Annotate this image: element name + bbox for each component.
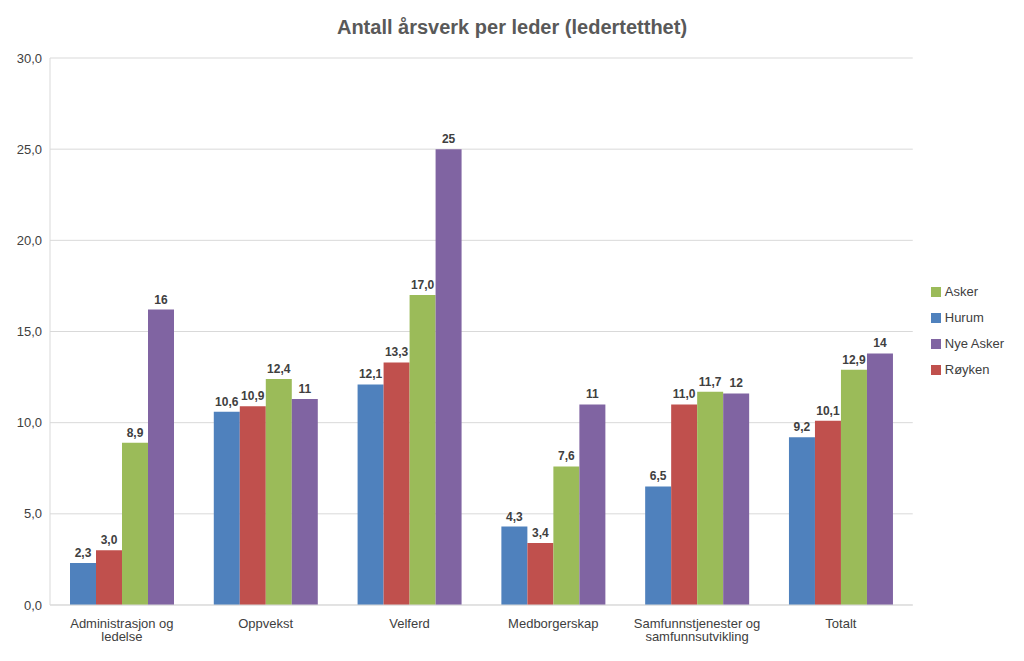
svg-text:14: 14 — [873, 336, 887, 350]
svg-text:11,7: 11,7 — [699, 375, 722, 389]
svg-text:20,0: 20,0 — [17, 233, 42, 248]
svg-text:25: 25 — [442, 132, 456, 146]
svg-text:12,1: 12,1 — [359, 367, 383, 381]
svg-text:Oppvekst: Oppvekst — [238, 616, 293, 631]
svg-text:11,0: 11,0 — [673, 387, 696, 401]
svg-text:10,9: 10,9 — [241, 389, 265, 403]
svg-text:10,6: 10,6 — [215, 395, 239, 409]
svg-text:7,6: 7,6 — [558, 449, 575, 463]
svg-text:17,0: 17,0 — [411, 278, 435, 292]
svg-text:6,5: 6,5 — [650, 469, 667, 483]
html-text:Asker: Asker — [944, 283, 978, 299]
svg-text:3,0: 3,0 — [101, 533, 118, 547]
svg-text:25,0: 25,0 — [17, 142, 42, 157]
html-text:Røyken: Røyken — [944, 361, 990, 377]
svg-text:12,9: 12,9 — [842, 353, 866, 367]
svg-text:Samfunnstjenester ogsamfunnsut: Samfunnstjenester ogsamfunnsutvikling — [634, 616, 760, 644]
svg-text:0,0: 0,0 — [24, 598, 42, 613]
svg-text:4,3: 4,3 — [506, 510, 523, 524]
svg-text:Totalt: Totalt — [825, 616, 856, 631]
svg-text:9,2: 9,2 — [794, 420, 811, 434]
svg-text:16: 16 — [154, 293, 168, 307]
svg-text:13,3: 13,3 — [385, 345, 409, 359]
html-text:Nye Asker: Nye Asker — [944, 335, 1004, 351]
svg-text:10,1: 10,1 — [816, 404, 840, 418]
svg-text:11: 11 — [298, 382, 311, 396]
svg-text:8,9: 8,9 — [127, 426, 144, 440]
svg-text:Velferd: Velferd — [389, 616, 429, 631]
svg-text:5,0: 5,0 — [24, 506, 42, 521]
svg-text:Administrasjon ogledelse: Administrasjon ogledelse — [70, 616, 173, 644]
html-text:Antall årsverk per leder (lede: Antall årsverk per leder (ledertetthet) — [336, 16, 688, 38]
html-text:Hurum: Hurum — [944, 309, 984, 325]
svg-text:12,4: 12,4 — [267, 362, 291, 376]
svg-text:30,0: 30,0 — [17, 51, 42, 66]
svg-text:10,0: 10,0 — [17, 415, 42, 430]
svg-text:15,0: 15,0 — [17, 324, 42, 339]
svg-text:11: 11 — [586, 387, 599, 401]
svg-text:Medborgerskap: Medborgerskap — [508, 616, 598, 631]
svg-text:12: 12 — [729, 376, 743, 390]
svg-text:3,4: 3,4 — [532, 526, 549, 540]
svg-text:2,3: 2,3 — [75, 546, 92, 560]
